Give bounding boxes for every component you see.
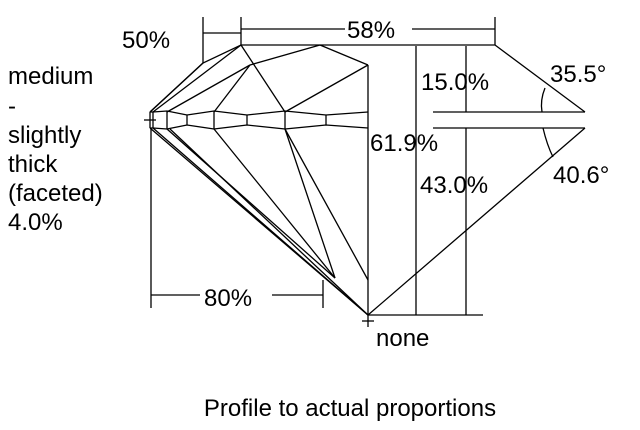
girdle-line: medium xyxy=(8,63,93,90)
diamond-outline xyxy=(149,44,586,316)
pavilion-depth-label: 43.0% xyxy=(420,172,488,199)
star-length-label: 80% xyxy=(204,285,252,312)
lower-girdle-label: 50% xyxy=(122,27,170,54)
pavilion-facets xyxy=(152,127,369,316)
girdle-facets xyxy=(150,110,369,130)
table-label: 58% xyxy=(347,17,395,44)
culet-label: none xyxy=(376,325,429,352)
crown-angle-label: 35.5° xyxy=(550,61,606,88)
girdle-line: - xyxy=(8,93,16,120)
girdle-label: medium - slightly thick (faceted) 4.0% xyxy=(8,63,103,236)
dimension-lines xyxy=(144,17,585,327)
girdle-line: (faceted) xyxy=(8,180,103,207)
girdle-line: slightly xyxy=(8,122,81,149)
caption: Profile to actual proportions xyxy=(204,395,496,422)
crown-facets xyxy=(149,44,369,113)
total-depth-label: 61.9% xyxy=(370,130,438,157)
girdle-line: 4.0% xyxy=(8,209,63,236)
crown-height-label: 15.0% xyxy=(421,69,489,96)
girdle-line: thick xyxy=(8,151,58,178)
pavilion-angle-label: 40.6° xyxy=(553,162,609,189)
